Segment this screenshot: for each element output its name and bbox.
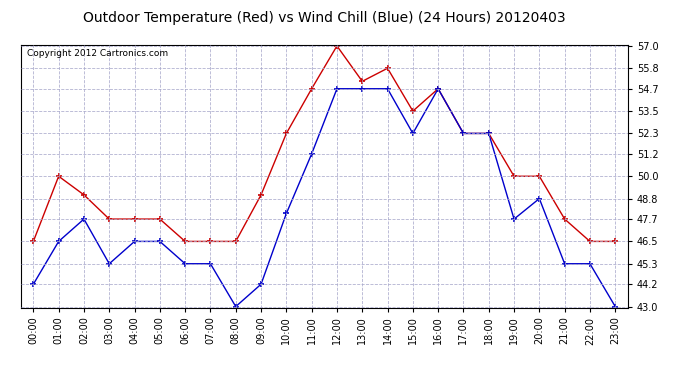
Text: Outdoor Temperature (Red) vs Wind Chill (Blue) (24 Hours) 20120403: Outdoor Temperature (Red) vs Wind Chill … — [83, 11, 566, 25]
Text: Copyright 2012 Cartronics.com: Copyright 2012 Cartronics.com — [27, 49, 168, 58]
